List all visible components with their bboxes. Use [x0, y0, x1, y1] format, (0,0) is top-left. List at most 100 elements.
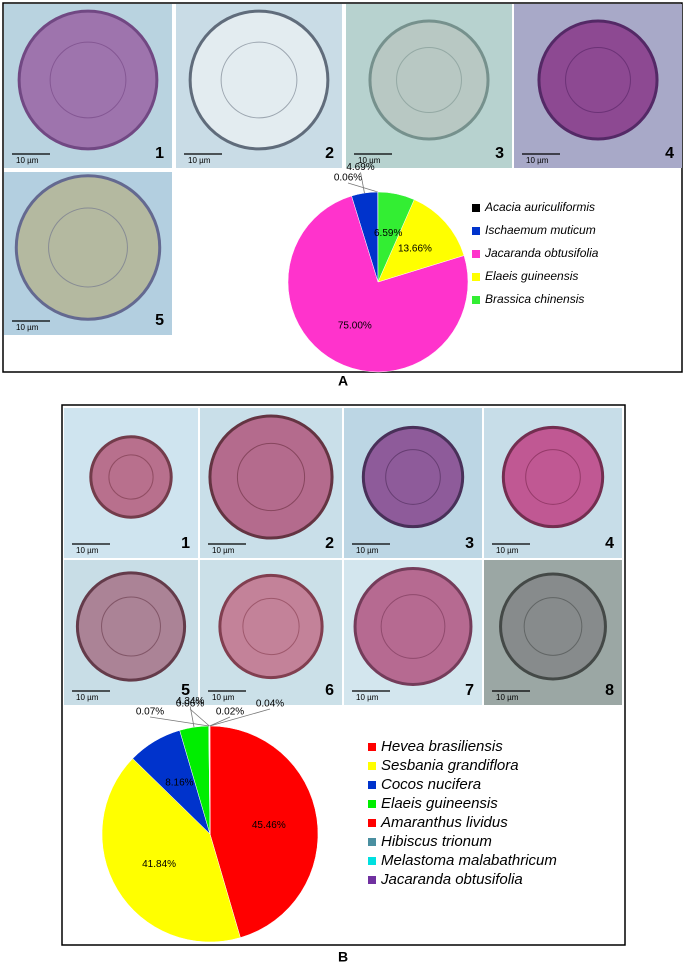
pollen-grain: [353, 567, 473, 686]
scale-label: 10 µm: [76, 693, 99, 702]
image-number: 1: [155, 145, 164, 162]
legend-swatch: [368, 800, 376, 808]
scale-label: 10 µm: [76, 546, 99, 555]
micrograph: 10 µm 8: [484, 560, 622, 705]
legend-label: Amaranthus lividus: [380, 814, 508, 831]
micrograph: 10 µm 3: [346, 4, 512, 168]
pie-slice: [287, 195, 469, 373]
leader-line: [149, 716, 210, 727]
value-label: 6.59%: [374, 228, 402, 239]
pollen-detail: [49, 41, 127, 119]
pollen-detail: [48, 207, 128, 288]
legend-label: Jacaranda obtusifolia: [380, 871, 523, 888]
pollen-detail: [101, 596, 161, 657]
value-label: 0.06%: [334, 173, 362, 184]
scale-label: 10 µm: [16, 156, 39, 165]
pollen-detail: [385, 449, 441, 505]
pollen-detail: [242, 597, 300, 656]
micrograph: 10 µm 2: [200, 408, 342, 558]
leader-line: [209, 708, 271, 727]
legend-label: Jacaranda obtusifolia: [484, 246, 599, 260]
legend-swatch: [368, 857, 376, 865]
pollen-detail: [236, 442, 306, 512]
pollen-detail: [220, 41, 298, 119]
image-number: 7: [465, 682, 474, 699]
micrograph: 10 µm 5: [64, 560, 198, 705]
image-number: 2: [325, 535, 334, 552]
legend-label: Hibiscus trionum: [381, 833, 492, 850]
pie-slice: [377, 191, 415, 283]
image-number: 1: [181, 535, 190, 552]
pollen-detail: [396, 47, 462, 113]
image-number: 2: [325, 145, 334, 162]
image-number: 8: [605, 682, 614, 699]
value-label: 0.04%: [256, 699, 284, 710]
micrograph: 10 µm 1: [64, 408, 198, 558]
micrograph: 10 µm 1: [4, 4, 172, 168]
legend-swatch: [368, 781, 376, 789]
image-number: 5: [155, 312, 164, 329]
scale-label: 10 µm: [212, 693, 235, 702]
value-label: 0.07%: [136, 707, 164, 718]
image-number: 6: [325, 682, 334, 699]
legend-swatch: [368, 838, 376, 846]
pollen-grain: [89, 435, 173, 519]
legend-label: Elaeis guineensis: [485, 269, 578, 283]
legend-swatch: [368, 876, 376, 884]
legend-swatch: [368, 762, 376, 770]
panel-b-frame: [61, 404, 626, 946]
legend-label: Acacia auriculiformis: [484, 200, 595, 214]
legend-label: Melastoma malabathricum: [381, 852, 557, 869]
legend-swatch: [368, 743, 376, 751]
pollen-grain: [537, 19, 659, 141]
scale-label: 10 µm: [188, 156, 211, 165]
pollen-grain: [188, 9, 330, 151]
pie-slice: [209, 725, 319, 938]
scale-label: 10 µm: [212, 546, 235, 555]
pollen-grain: [14, 174, 162, 321]
legend-label: Hevea brasiliensis: [381, 738, 503, 755]
pie-slice: [377, 199, 465, 283]
scale-label: 10 µm: [526, 156, 549, 165]
pollen-grain: [368, 19, 490, 141]
panel-label: A: [338, 373, 348, 389]
value-label: 13.66%: [398, 244, 432, 255]
image-number: 3: [495, 145, 504, 162]
image-number: 4: [665, 145, 674, 162]
value-label: 8.16%: [165, 778, 193, 789]
leader-line: [209, 716, 231, 727]
legend-swatch: [368, 819, 376, 827]
scale-label: 10 µm: [16, 323, 39, 332]
value-label: 0.02%: [216, 707, 244, 718]
scale-label: 10 µm: [496, 546, 519, 555]
legend-swatch: [472, 273, 480, 281]
pollen-detail: [380, 594, 446, 659]
micrograph: 10 µm 3: [344, 408, 482, 558]
value-label: 4.69%: [346, 162, 374, 173]
image-number: 3: [465, 535, 474, 552]
pollen-grain: [208, 414, 334, 540]
pollen-grain: [17, 9, 159, 151]
leader-line: [189, 708, 210, 727]
pollen-detail: [565, 47, 631, 113]
value-label: 4.34%: [176, 696, 204, 707]
pollen-detail: [523, 597, 583, 656]
value-label: 41.84%: [142, 859, 176, 870]
legend-label: Elaeis guineensis: [381, 795, 498, 812]
leader-line: [360, 172, 365, 194]
legend-label: Sesbania grandiflora: [381, 757, 519, 774]
micrograph: 10 µm 4: [514, 4, 682, 168]
image-number: 5: [181, 682, 190, 699]
pollen-detail: [108, 454, 154, 500]
micrograph: 10 µm 6: [200, 560, 342, 705]
pollen-grain: [218, 573, 324, 680]
micrograph: 10 µm 2: [176, 4, 342, 168]
legend-swatch: [472, 250, 480, 258]
panel-label: B: [338, 949, 348, 965]
value-label: 75.00%: [338, 320, 372, 331]
leader-line: [347, 182, 378, 193]
scale-label: 10 µm: [356, 546, 379, 555]
legend-label: Brassica chinensis: [485, 292, 584, 306]
legend-swatch: [472, 204, 480, 212]
